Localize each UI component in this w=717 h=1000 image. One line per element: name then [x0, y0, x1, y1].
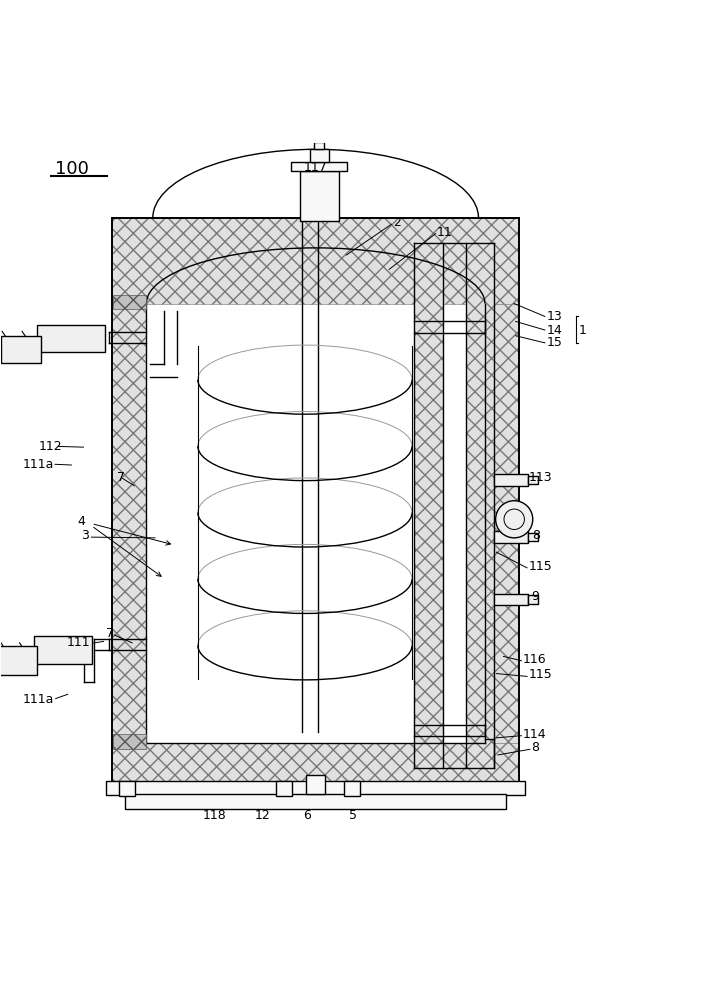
Text: 111a: 111a	[23, 458, 54, 471]
Bar	[112, 218, 519, 304]
Text: 8: 8	[532, 529, 540, 542]
Bar	[300, 171, 339, 221]
Bar	[314, 142, 324, 149]
Text: 4: 4	[78, 515, 86, 528]
Bar	[306, 775, 325, 794]
Text: 118: 118	[202, 809, 226, 822]
Bar	[528, 476, 538, 484]
Text: 1: 1	[579, 324, 587, 337]
Text: 11: 11	[437, 226, 453, 239]
Text: 111: 111	[67, 636, 91, 649]
Bar	[119, 781, 135, 796]
Bar	[112, 304, 146, 743]
Text: 114: 114	[523, 728, 546, 741]
Bar	[1, 336, 41, 363]
Text: 3: 3	[82, 529, 89, 542]
Bar	[344, 781, 360, 796]
Text: 9: 9	[531, 590, 539, 603]
Text: 14: 14	[546, 324, 562, 337]
Bar	[112, 743, 519, 782]
Text: 116: 116	[523, 653, 546, 666]
Text: 8: 8	[531, 741, 539, 754]
Text: 115: 115	[528, 560, 552, 573]
Circle shape	[495, 501, 533, 538]
Text: 115: 115	[528, 668, 552, 681]
Bar	[494, 474, 528, 486]
Text: 7: 7	[106, 627, 115, 640]
Bar	[113, 734, 146, 749]
Text: 117: 117	[304, 161, 328, 174]
Bar	[125, 794, 506, 809]
Bar	[414, 243, 443, 768]
Bar	[528, 595, 538, 604]
Bar	[0, 646, 37, 675]
Bar	[485, 304, 519, 743]
Bar	[494, 531, 528, 543]
Bar	[34, 636, 92, 664]
Text: 2: 2	[393, 216, 401, 229]
Bar	[291, 162, 348, 171]
Bar	[37, 325, 105, 352]
Bar	[310, 149, 328, 162]
Bar	[276, 781, 292, 796]
Bar	[528, 533, 538, 541]
Bar	[113, 295, 146, 309]
Text: 12: 12	[255, 809, 270, 822]
Text: 111a: 111a	[23, 693, 54, 706]
Text: 6: 6	[303, 809, 311, 822]
Text: 5: 5	[348, 809, 357, 822]
Text: 100: 100	[55, 160, 89, 178]
Bar	[106, 781, 525, 795]
Bar	[465, 243, 494, 768]
Text: 7: 7	[117, 471, 125, 484]
Text: 113: 113	[528, 471, 552, 484]
Text: 13: 13	[546, 310, 562, 323]
Text: 112: 112	[39, 440, 62, 453]
Text: 15: 15	[546, 336, 562, 349]
Bar	[494, 594, 528, 605]
